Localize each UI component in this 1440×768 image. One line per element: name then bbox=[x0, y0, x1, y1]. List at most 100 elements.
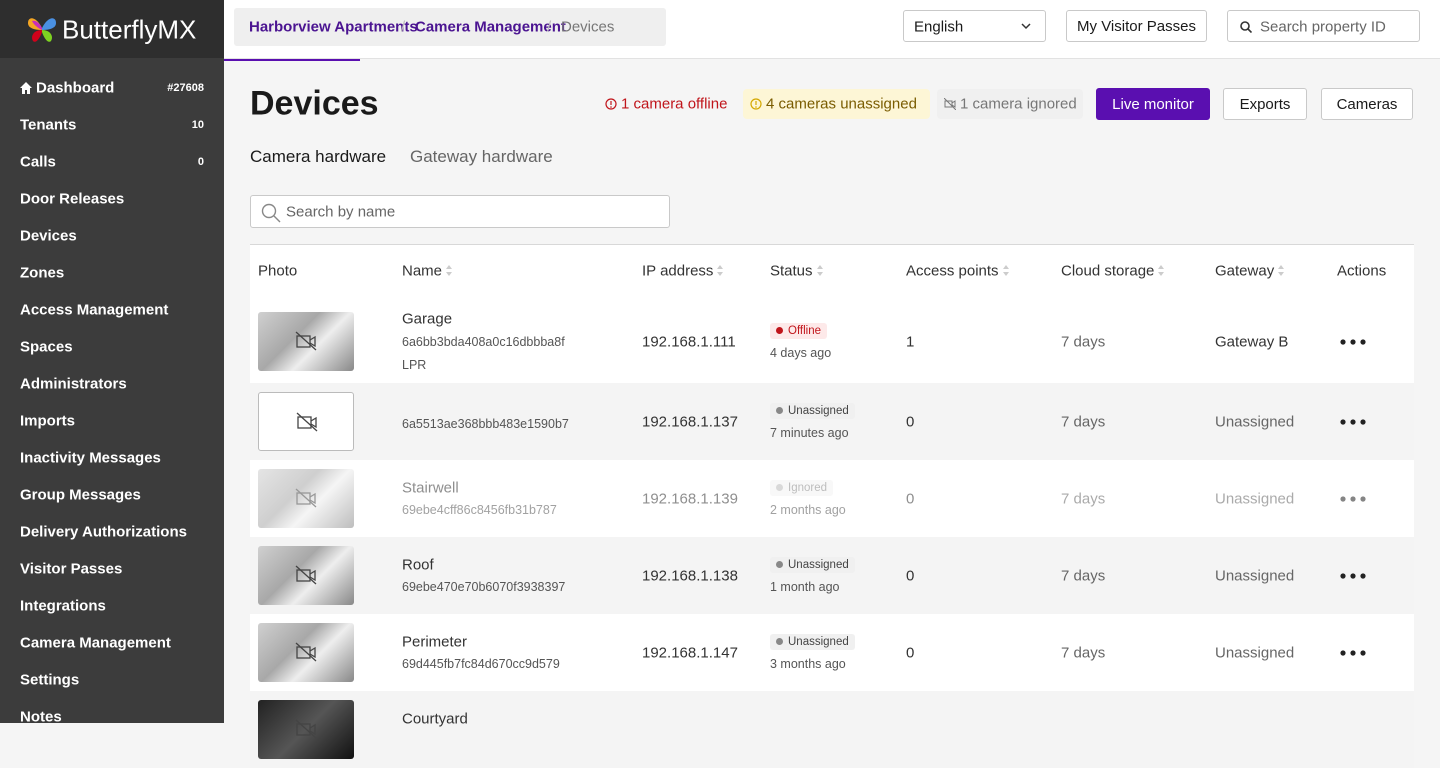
camera-name: Garage bbox=[402, 310, 453, 327]
nav-badge: 0 bbox=[197, 156, 204, 168]
actions-menu[interactable] bbox=[1338, 491, 1368, 507]
status-time: 4 days ago bbox=[770, 345, 832, 360]
nav-item[interactable]: Camera Management bbox=[20, 634, 171, 652]
nav-item[interactable]: Devices bbox=[20, 227, 77, 245]
actions-menu[interactable] bbox=[1338, 334, 1368, 350]
tab[interactable]: Camera hardware bbox=[250, 147, 387, 166]
nav-item[interactable]: Group Messages bbox=[20, 486, 141, 504]
language-value: English bbox=[914, 18, 964, 36]
camera-off-icon bbox=[295, 488, 317, 508]
nav-item[interactable]: Tenants bbox=[20, 116, 77, 134]
status-dot bbox=[776, 561, 783, 568]
nav-item[interactable]: Imports bbox=[20, 412, 76, 430]
visitor-passes-button[interactable]: My Visitor Passes bbox=[1066, 10, 1207, 42]
nav-item[interactable]: Door Releases bbox=[20, 190, 125, 208]
camera-name: Roof bbox=[402, 556, 434, 573]
nav-item[interactable]: Inactivity Messages bbox=[20, 449, 161, 467]
gateway: Gateway B bbox=[1215, 333, 1289, 350]
nav-item[interactable]: Integrations bbox=[20, 597, 106, 615]
actions-menu[interactable] bbox=[1338, 568, 1368, 584]
status-alert[interactable]: 1 camera offline bbox=[598, 89, 734, 119]
table-row[interactable]: 6a5513ae368bbb483e1590b7 192.168.1.137 Una… bbox=[250, 383, 1414, 460]
search-icon bbox=[261, 203, 281, 223]
access-points: 0 bbox=[906, 490, 915, 507]
table-row[interactable]: Perimeter 69d445fb7fc84d670cc9d579 192.168… bbox=[250, 614, 1414, 691]
ip-address: 192.168.1.139 bbox=[642, 490, 738, 507]
nav-item[interactable]: Dashboard bbox=[36, 79, 115, 97]
main: Devices 1 camera offline 4 cameras unassig… bbox=[224, 59, 1440, 768]
nav-item[interactable]: Spaces bbox=[20, 338, 73, 356]
table-row[interactable]: Stairwell 69ebe4cff86c8456fb31b787 192.168… bbox=[250, 460, 1414, 537]
alert-text: 4 cameras unassigned bbox=[766, 95, 917, 113]
camera-photo bbox=[258, 546, 354, 605]
sidebar: Dashboard #27608 Tenants 10 Calls 0 Door Relea… bbox=[0, 0, 224, 726]
nav-item[interactable]: Calls bbox=[20, 153, 56, 171]
cloud-storage: 7 days bbox=[1061, 644, 1106, 661]
alert-text: 1 camera ignored bbox=[960, 95, 1077, 113]
nav-item[interactable]: Access Management bbox=[20, 301, 169, 319]
table-row[interactable]: Garage 6a6bb3bda408a0c16dbbba8f LPR 192.168… bbox=[250, 300, 1414, 383]
action-button[interactable]: Cameras bbox=[1321, 88, 1413, 120]
camera-id: 69ebe470e70b6070f3938397 bbox=[402, 579, 566, 594]
actions-menu[interactable] bbox=[1338, 645, 1368, 661]
column-header[interactable]: Gateway bbox=[1215, 262, 1275, 280]
nav-badge: #27608 bbox=[167, 82, 204, 94]
column-header[interactable]: Name bbox=[402, 262, 443, 280]
logo-icon bbox=[28, 18, 56, 42]
nav-item[interactable]: Delivery Authorizations bbox=[20, 523, 187, 541]
nav-item[interactable]: Settings bbox=[20, 671, 80, 689]
camera-name: Courtyard bbox=[402, 710, 468, 728]
cloud-storage: 7 days bbox=[1061, 333, 1106, 350]
camera-id: 69d445fb7fc84d670cc9d579 bbox=[402, 656, 560, 671]
access-points: 0 bbox=[906, 413, 915, 430]
ip-address: 192.168.1.147 bbox=[642, 644, 738, 661]
status-time: 7 minutes ago bbox=[770, 425, 849, 440]
action-button[interactable]: Exports bbox=[1223, 88, 1307, 120]
alert-text: 1 camera offline bbox=[621, 95, 728, 113]
camera-off-icon bbox=[295, 642, 317, 662]
camera-photo bbox=[258, 312, 354, 371]
breadcrumb-item[interactable]: Camera Management bbox=[415, 18, 566, 36]
camera-photo bbox=[258, 700, 354, 759]
ip-address: 192.168.1.111 bbox=[642, 333, 736, 350]
nav-item[interactable]: Notes bbox=[20, 708, 62, 726]
breadcrumb-sep: / bbox=[401, 18, 406, 36]
sort-icon bbox=[1002, 265, 1009, 276]
status-pill: Unassigned bbox=[770, 633, 855, 650]
column-header: Actions bbox=[1337, 262, 1387, 280]
status-alert[interactable]: 4 cameras unassigned bbox=[743, 89, 930, 119]
tab[interactable]: Gateway hardware bbox=[410, 147, 553, 166]
status-dot bbox=[776, 327, 783, 334]
table-row[interactable]: Roof 69ebe470e70b6070f3938397 192.168.1.13… bbox=[250, 537, 1414, 614]
ellipsis-icon bbox=[1340, 572, 1366, 579]
column-header[interactable]: Status bbox=[770, 262, 813, 280]
name-search[interactable]: Search by name bbox=[250, 195, 670, 228]
ellipsis-icon bbox=[1340, 338, 1366, 345]
property-search[interactable]: Search property ID bbox=[1227, 10, 1420, 42]
status-dot bbox=[776, 638, 783, 645]
column-header[interactable]: IP address bbox=[642, 262, 714, 280]
cloud-storage: 7 days bbox=[1061, 490, 1106, 507]
camera-off-icon bbox=[295, 565, 317, 585]
top-bar: Harborview Apartments / Camera Management /… bbox=[224, 0, 1440, 59]
ellipsis-icon bbox=[1340, 495, 1366, 502]
nav-item[interactable]: Administrators bbox=[20, 375, 127, 393]
breadcrumb: Harborview Apartments / Camera Management /… bbox=[234, 8, 666, 46]
alert-icon bbox=[944, 98, 956, 110]
column-header[interactable]: Cloud storage bbox=[1061, 262, 1155, 280]
breadcrumb-item[interactable]: Harborview Apartments bbox=[249, 18, 418, 36]
sort-icon bbox=[1158, 265, 1165, 276]
page-title: Devices bbox=[250, 84, 379, 123]
actions-menu[interactable] bbox=[1338, 414, 1368, 430]
nav-item[interactable]: Visitor Passes bbox=[20, 560, 123, 578]
camera-tag: LPR bbox=[402, 357, 427, 372]
action-button[interactable]: Live monitor bbox=[1096, 88, 1210, 120]
column-header[interactable]: Access points bbox=[906, 262, 999, 280]
table-row[interactable]: Courtyard bbox=[250, 691, 1414, 768]
status-alert[interactable]: 1 camera ignored bbox=[937, 89, 1083, 119]
nav-item[interactable]: Zones bbox=[20, 264, 65, 282]
language-select[interactable]: English bbox=[903, 10, 1046, 42]
logo[interactable]: ButterflyMX bbox=[0, 0, 224, 58]
sort-icon bbox=[446, 265, 453, 276]
